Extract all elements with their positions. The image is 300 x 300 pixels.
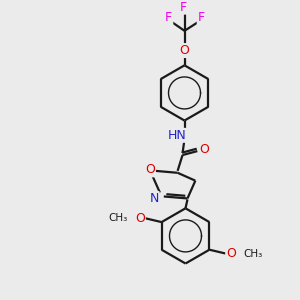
Text: CH₃: CH₃	[243, 249, 262, 259]
Text: O: O	[199, 142, 209, 156]
Text: N: N	[149, 192, 159, 205]
Text: O: O	[226, 247, 236, 260]
Text: O: O	[135, 212, 145, 225]
Text: HN: HN	[168, 129, 187, 142]
Text: F: F	[180, 1, 187, 13]
Text: CH₃: CH₃	[109, 213, 128, 223]
Text: F: F	[198, 11, 205, 25]
Text: O: O	[145, 163, 155, 176]
Text: F: F	[165, 11, 172, 25]
Text: O: O	[180, 44, 189, 57]
